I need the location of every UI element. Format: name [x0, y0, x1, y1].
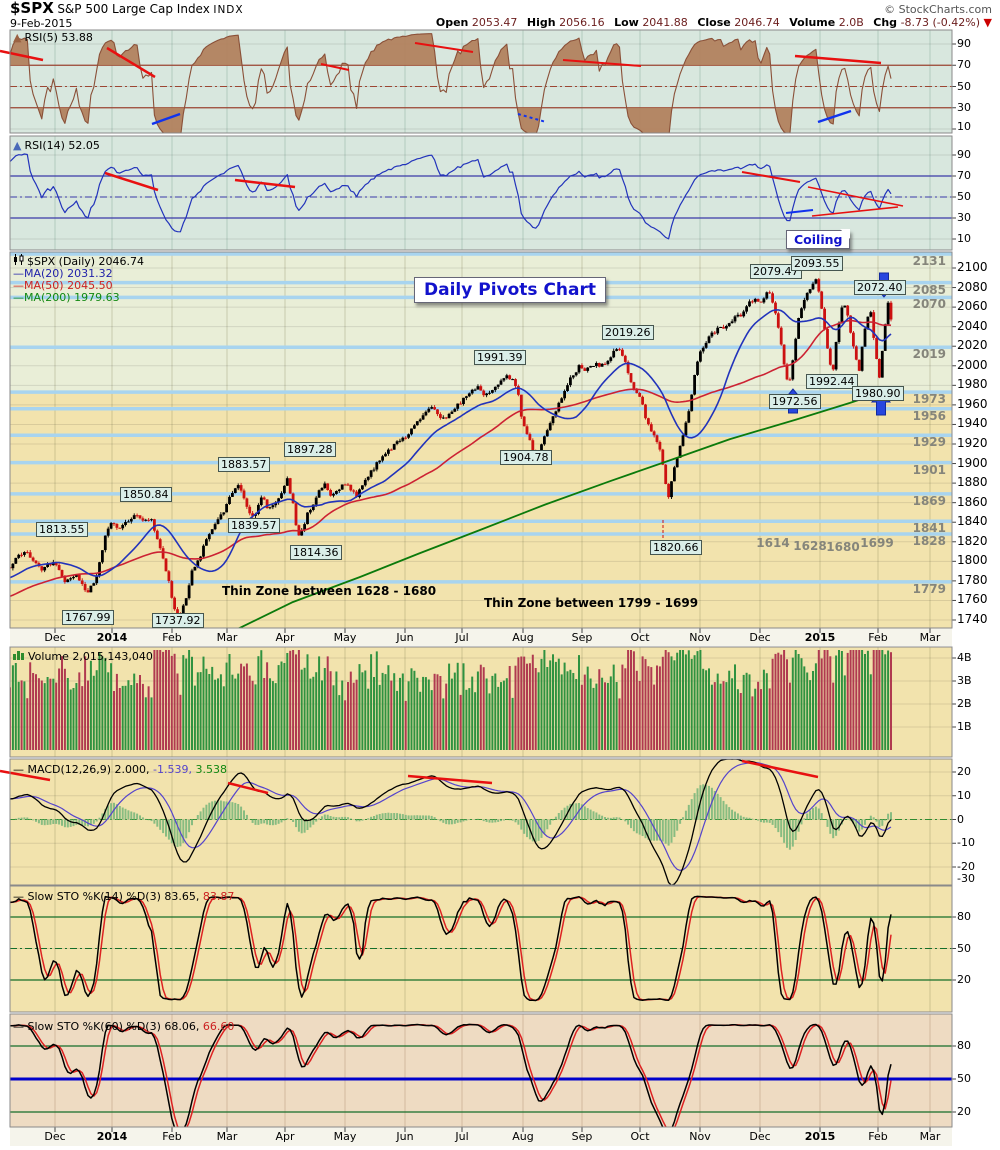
sto14-legend: — Slow STO %K(14) %D(3) 83.65, 83.87 [13, 890, 234, 903]
exchange-tag: INDX [213, 4, 244, 16]
rsi14-plot [10, 153, 892, 240]
sto14-plot [10, 895, 892, 1002]
thin-zone-note-2: Thin Zone between 1799 - 1699 [484, 596, 699, 610]
high-value: 2056.16 [559, 16, 605, 29]
macd-signal-value: -1.539, [153, 763, 192, 776]
ma20-legend: —MA(20) 2031.32 [13, 267, 113, 280]
volume-bars-icon [13, 650, 25, 663]
symbol-name: S&P 500 Large Cap Index [57, 2, 210, 16]
candlestick-icon [13, 254, 24, 268]
spx-legend-text: $SPX (Daily) 2046.74 [27, 255, 145, 268]
line-swatch-icon: — [13, 763, 24, 776]
low-label: Low [614, 16, 639, 29]
volume-legend: Volume 2,015,143,040 [13, 650, 153, 663]
down-triangle-icon: ▼ [983, 16, 992, 29]
line-swatch-icon: — [13, 1020, 24, 1033]
line-swatch-icon: — [13, 890, 24, 903]
rsi5-legend: ▲ RSI(5) 53.88 [13, 31, 93, 44]
ma50-legend: —MA(50) 2045.50 [13, 279, 113, 292]
macd-hist-value: 3.538 [195, 763, 228, 776]
rsi5-legend-text: RSI(5) 53.88 [24, 31, 93, 44]
low-value: 2041.88 [642, 16, 688, 29]
line-swatch-icon: — [13, 267, 24, 280]
ma200-legend-text: MA(200) 1979.63 [24, 291, 120, 304]
chg-value: -8.73 (-0.42%) [900, 16, 981, 29]
chg-label: Chg [873, 16, 898, 29]
sto14-d-value: 83.87 [202, 890, 235, 903]
chart-title: $SPX S&P 500 Large Cap Index INDX [10, 0, 244, 17]
coiling-callout: Coiling [786, 230, 851, 249]
thin-zone-note-1: Thin Zone between 1628 - 1680 [222, 584, 437, 598]
daily-pivots-title-box: Daily Pivots Chart [414, 277, 607, 303]
sto14-legend-text: Slow STO %K(14) %D(3) 83.65, [27, 890, 200, 903]
line-swatch-icon: — [13, 279, 24, 292]
open-value: 2053.47 [471, 16, 518, 29]
spx-legend: $SPX (Daily) 2046.74 [13, 254, 144, 268]
macd-plot [10, 759, 892, 885]
symbol-label: $SPX [10, 0, 54, 17]
high-label: High [526, 16, 556, 29]
sto60-legend: — Slow STO %K(60) %D(3) 68.06, 66.60 [13, 1020, 234, 1033]
rsi14-legend-text: RSI(14) 52.05 [24, 139, 100, 152]
sto60-legend-text: Slow STO %K(60) %D(3) 68.06, [27, 1020, 200, 1033]
sto60-d-value: 66.60 [202, 1020, 235, 1033]
ma50-legend-text: MA(50) 2045.50 [24, 279, 113, 292]
volume-label: Volume [789, 16, 836, 29]
volume-bars [10, 650, 892, 750]
close-label: Close [697, 16, 731, 29]
rsi-icon: ▲ [13, 31, 22, 44]
open-label: Open [435, 16, 469, 29]
line-swatch-icon: — [13, 291, 24, 304]
close-value: 2046.74 [734, 16, 780, 29]
macd-legend-text: MACD(12,26,9) 2.000, [27, 763, 150, 776]
copyright: © StockCharts.com [884, 3, 992, 16]
volume-legend-text: Volume 2,015,143,040 [28, 650, 153, 663]
price-plot [10, 277, 893, 628]
ma200-legend: —MA(200) 1979.63 [13, 291, 120, 304]
rsi14-legend: ▲ RSI(14) 52.05 [13, 139, 100, 152]
sto60-plot [10, 1023, 892, 1127]
volume-value: 2.0B [838, 16, 864, 29]
ma20-legend-text: MA(20) 2031.32 [24, 267, 113, 280]
ohlc-readout: Open 2053.47 High 2056.16 Low 2041.88 Cl… [436, 16, 992, 29]
macd-legend: — MACD(12,26,9) 2.000, -1.539, 3.538 [13, 763, 227, 776]
rsi-icon: ▲ [13, 139, 22, 152]
chart-date: 9-Feb-2015 [10, 17, 73, 30]
